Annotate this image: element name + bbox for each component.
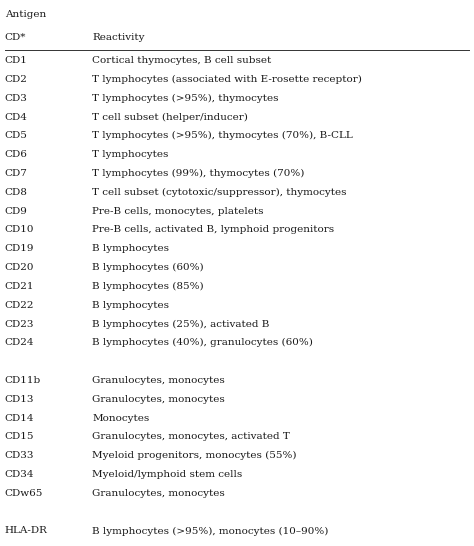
Text: CD*: CD* (5, 33, 26, 41)
Text: CD24: CD24 (5, 339, 34, 347)
Text: T lymphocytes (>95%), thymocytes: T lymphocytes (>95%), thymocytes (92, 94, 279, 103)
Text: CD1: CD1 (5, 56, 27, 65)
Text: CD23: CD23 (5, 319, 34, 329)
Text: B lymphocytes (85%): B lymphocytes (85%) (92, 282, 204, 291)
Text: CD7: CD7 (5, 169, 27, 178)
Text: Pre-B cells, activated B, lymphoid progenitors: Pre-B cells, activated B, lymphoid proge… (92, 225, 335, 234)
Text: B lymphocytes (40%), granulocytes (60%): B lymphocytes (40%), granulocytes (60%) (92, 339, 313, 347)
Text: Reactivity: Reactivity (92, 33, 145, 41)
Text: Pre-B cells, monocytes, platelets: Pre-B cells, monocytes, platelets (92, 206, 264, 216)
Text: CD34: CD34 (5, 470, 34, 479)
Text: CD13: CD13 (5, 395, 34, 404)
Text: CD33: CD33 (5, 451, 34, 460)
Text: Cortical thymocytes, B cell subset: Cortical thymocytes, B cell subset (92, 56, 272, 65)
Text: CD4: CD4 (5, 112, 27, 122)
Text: T lymphocytes: T lymphocytes (92, 150, 169, 159)
Text: Myeloid/lymphoid stem cells: Myeloid/lymphoid stem cells (92, 470, 243, 479)
Text: Granulocytes, monocytes: Granulocytes, monocytes (92, 395, 225, 404)
Text: CD9: CD9 (5, 206, 27, 216)
Text: T lymphocytes (>95%), thymocytes (70%), B-CLL: T lymphocytes (>95%), thymocytes (70%), … (92, 131, 353, 140)
Text: CD15: CD15 (5, 432, 34, 441)
Text: Granulocytes, monocytes: Granulocytes, monocytes (92, 376, 225, 385)
Text: CD19: CD19 (5, 244, 34, 253)
Text: CDw65: CDw65 (5, 489, 43, 498)
Text: Granulocytes, monocytes, activated T: Granulocytes, monocytes, activated T (92, 432, 290, 441)
Text: Granulocytes, monocytes: Granulocytes, monocytes (92, 489, 225, 498)
Text: B lymphocytes (>95%), monocytes (10–90%): B lymphocytes (>95%), monocytes (10–90%) (92, 526, 329, 536)
Text: Myeloid progenitors, monocytes (55%): Myeloid progenitors, monocytes (55%) (92, 451, 297, 460)
Text: B lymphocytes: B lymphocytes (92, 244, 169, 253)
Text: B lymphocytes (25%), activated B: B lymphocytes (25%), activated B (92, 319, 270, 329)
Text: CD8: CD8 (5, 188, 27, 197)
Text: CD2: CD2 (5, 75, 27, 84)
Text: HLA-DR: HLA-DR (5, 526, 47, 536)
Text: Antigen: Antigen (5, 10, 46, 19)
Text: CD10: CD10 (5, 225, 34, 234)
Text: CD5: CD5 (5, 132, 27, 140)
Text: CD14: CD14 (5, 413, 34, 423)
Text: T cell subset (helper/inducer): T cell subset (helper/inducer) (92, 112, 248, 122)
Text: Monocytes: Monocytes (92, 413, 150, 423)
Text: B lymphocytes: B lymphocytes (92, 301, 169, 310)
Text: CD21: CD21 (5, 282, 34, 291)
Text: T cell subset (cytotoxic/suppressor), thymocytes: T cell subset (cytotoxic/suppressor), th… (92, 188, 347, 197)
Text: CD22: CD22 (5, 301, 34, 310)
Text: CD6: CD6 (5, 150, 27, 159)
Text: T lymphocytes (associated with E-rosette receptor): T lymphocytes (associated with E-rosette… (92, 75, 362, 84)
Text: T lymphocytes (99%), thymocytes (70%): T lymphocytes (99%), thymocytes (70%) (92, 169, 305, 178)
Text: B lymphocytes (60%): B lymphocytes (60%) (92, 263, 204, 272)
Text: CD20: CD20 (5, 263, 34, 272)
Text: CD11b: CD11b (5, 376, 41, 385)
Text: CD3: CD3 (5, 94, 27, 103)
